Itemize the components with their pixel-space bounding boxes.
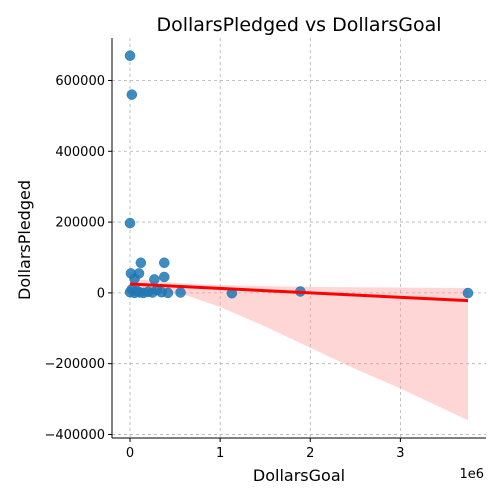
x-tick-label: 2 — [306, 446, 314, 461]
chart-title: DollarsPledged vs DollarsGoal — [156, 14, 441, 36]
scatter-point — [134, 268, 144, 278]
y-axis-title: DollarsPledged — [15, 180, 34, 300]
scatter-point — [163, 288, 173, 298]
scatter-point — [159, 272, 169, 282]
x-axis-offset-label: 1e6 — [459, 467, 484, 482]
x-axis-title: DollarsGoal — [253, 466, 345, 485]
scatter-point — [127, 90, 137, 100]
scatter-point — [159, 258, 169, 268]
y-tick-label: −200000 — [44, 357, 105, 372]
x-tick-label: 3 — [396, 446, 404, 461]
y-tick-label: 400000 — [55, 145, 105, 160]
scatter-point — [125, 218, 135, 228]
y-tick-label: −400000 — [44, 428, 105, 443]
x-tick-label: 0 — [126, 446, 134, 461]
scatter-layer — [125, 51, 473, 299]
scatter-point — [463, 288, 473, 298]
x-tick-label: 1 — [216, 446, 224, 461]
scatter-point — [125, 51, 135, 61]
y-tick-label: 600000 — [55, 74, 105, 89]
scatter-point — [149, 274, 159, 284]
scatter-point — [175, 288, 185, 298]
scatter-point — [136, 258, 146, 268]
ticks: 0 1 2 3 −400000 −200000 0 200000 400000 600000 — [44, 74, 404, 461]
y-tick-label: 0 — [97, 286, 105, 301]
y-tick-label: 200000 — [55, 216, 105, 231]
